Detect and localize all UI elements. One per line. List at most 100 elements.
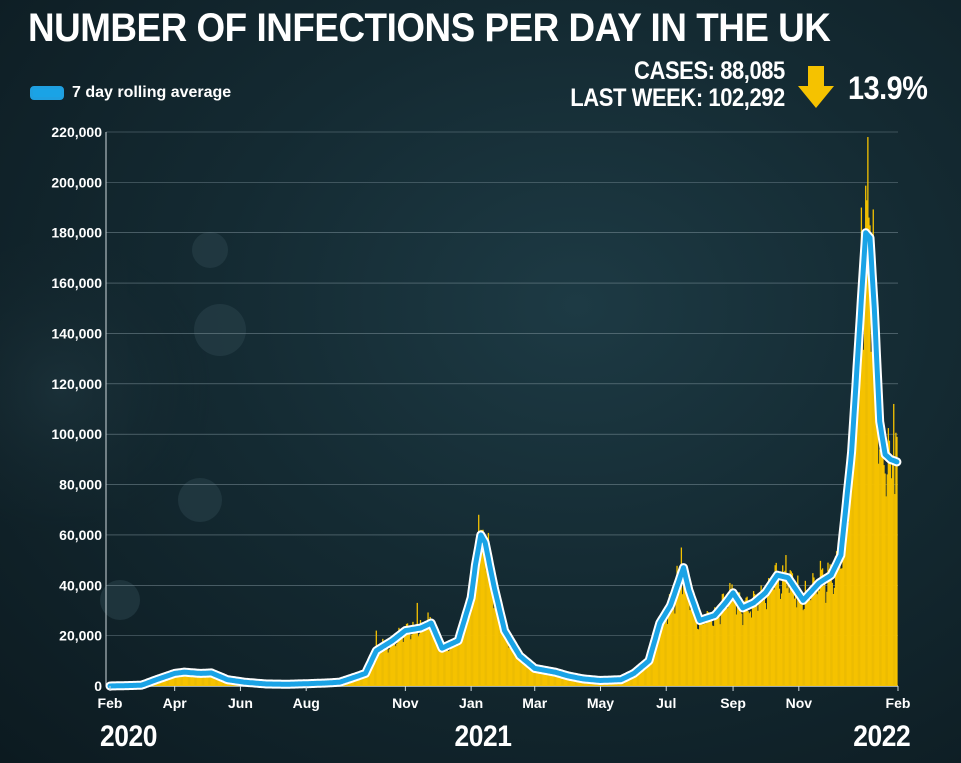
daily-case-bar: [893, 403, 895, 686]
daily-case-bar: [887, 428, 889, 686]
daily-case-bar: [167, 676, 169, 686]
daily-case-bar: [710, 614, 713, 686]
daily-case-bar: [792, 590, 795, 686]
x-tick-label: Sep: [720, 695, 746, 711]
daily-case-bar: [529, 665, 532, 686]
daily-case-bar: [834, 556, 837, 686]
daily-case-bar: [211, 672, 214, 686]
daily-case-bar: [363, 674, 366, 686]
x-tick-label: Jun: [228, 695, 253, 711]
daily-case-bar: [512, 646, 514, 686]
daily-case-bar: [686, 583, 688, 686]
daily-case-bar: [652, 646, 654, 686]
daily-case-bar: [526, 661, 528, 686]
daily-case-bar: [762, 600, 764, 686]
daily-case-bar: [807, 594, 810, 686]
daily-case-bar: [702, 624, 704, 686]
daily-case-bar: [462, 630, 465, 686]
daily-case-bar: [552, 672, 554, 686]
daily-case-bar: [760, 585, 762, 686]
daily-case-bar: [694, 612, 697, 686]
daily-case-bar: [420, 624, 423, 686]
daily-case-bar: [704, 624, 706, 686]
daily-case-bar: [835, 551, 838, 686]
daily-case-bar: [428, 619, 430, 686]
daily-case-bar: [506, 638, 508, 686]
daily-case-bar: [205, 672, 207, 686]
daily-case-bar: [402, 641, 404, 686]
daily-case-bar: [715, 614, 717, 686]
y-tick-label: 20,000: [59, 628, 102, 644]
daily-case-bar: [719, 624, 721, 686]
daily-case-bar: [663, 612, 665, 686]
daily-case-bar: [539, 670, 541, 686]
daily-case-bar: [688, 600, 690, 686]
daily-case-bar: [384, 640, 386, 686]
daily-case-bar: [860, 207, 863, 686]
daily-case-bar: [680, 547, 683, 686]
daily-case-bar: [693, 599, 695, 686]
daily-case-bar: [890, 478, 893, 686]
daily-case-bar: [531, 669, 534, 686]
daily-case-bar: [651, 651, 653, 686]
daily-case-bar: [541, 668, 543, 686]
daily-case-bar: [450, 641, 452, 686]
daily-case-bar: [892, 460, 894, 686]
daily-case-bar: [190, 672, 192, 686]
rolling-average-series-line: [107, 230, 900, 689]
daily-case-bar: [791, 573, 794, 686]
daily-case-bar: [734, 601, 736, 686]
daily-case-bar: [876, 375, 879, 686]
daily-case-bar: [427, 612, 429, 686]
daily-case-bar: [843, 510, 845, 686]
daily-case-bar: [668, 594, 671, 686]
daily-case-bar: [498, 611, 500, 686]
daily-case-bar: [510, 639, 512, 686]
daily-case-bar: [534, 667, 536, 686]
daily-case-bar: [869, 225, 871, 686]
daily-case-bar: [833, 587, 836, 686]
daily-case-bar: [716, 614, 718, 686]
daily-case-bar: [500, 626, 503, 686]
daily-case-bar: [476, 553, 479, 686]
daily-case-bar: [745, 597, 747, 686]
daily-case-bar: [872, 209, 874, 686]
daily-case-bar: [676, 565, 678, 686]
daily-case-bar: [470, 604, 472, 686]
daily-case-bar: [675, 594, 677, 686]
daily-case-bar: [456, 645, 458, 686]
x-tick-label: Jul: [656, 695, 676, 711]
daily-case-bar: [690, 605, 692, 686]
daily-case-bar: [360, 673, 362, 686]
y-axis-ticks: 0 20,000 40,000 60,000 80,000 100,000 120,000 1…: [51, 124, 102, 694]
daily-case-bar: [381, 648, 383, 686]
daily-case-bar: [721, 594, 723, 686]
daily-case-bar: [722, 593, 725, 686]
daily-case-bar: [519, 651, 521, 686]
daily-case-bar: [382, 638, 384, 686]
daily-case-bar: [881, 394, 883, 686]
daily-case-bar: [696, 628, 699, 686]
daily-case-bar: [884, 473, 886, 686]
daily-case-bar: [874, 340, 877, 686]
daily-case-bar: [683, 563, 686, 686]
daily-case-bar: [677, 582, 679, 686]
daily-case-bar: [452, 640, 454, 686]
daily-case-bar: [679, 578, 681, 686]
daily-case-bar: [524, 664, 526, 686]
daily-case-bar: [673, 598, 675, 686]
daily-case-bar: [672, 596, 674, 686]
daily-case-bar: [770, 588, 772, 686]
daily-case-bar: [217, 675, 219, 686]
daily-case-bar: [522, 658, 524, 686]
daily-case-bar: [168, 677, 170, 686]
daily-case-bar: [494, 603, 496, 686]
daily-case-bar: [812, 573, 814, 686]
daily-case-bar: [831, 582, 833, 686]
daily-case-bar: [482, 529, 484, 686]
daily-case-bar: [399, 631, 401, 686]
daily-case-bar: [733, 595, 735, 686]
daily-case-bar: [471, 605, 473, 686]
daily-case-bar: [738, 592, 741, 686]
daily-case-bar: [533, 665, 535, 686]
